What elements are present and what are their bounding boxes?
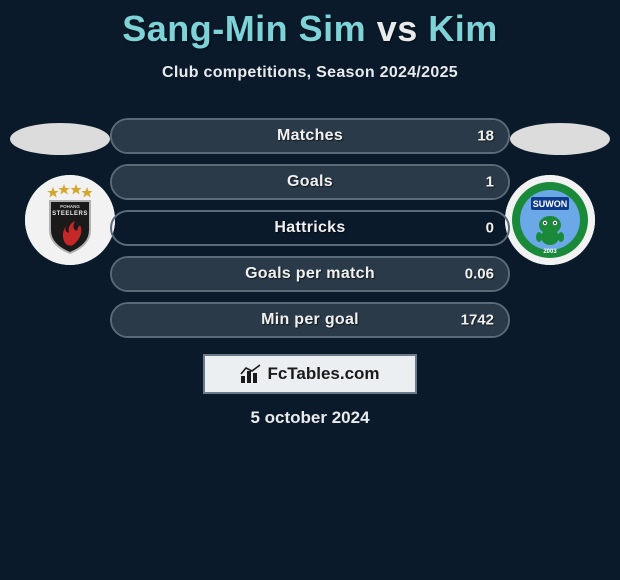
- stat-label: Hattricks: [112, 219, 508, 237]
- stat-label: Goals: [112, 173, 508, 191]
- watermark-text: FcTables.com: [267, 364, 379, 384]
- club-crest-left: POHANG STEELERS: [25, 175, 115, 265]
- page-title: Sang-Min Sim vs Kim: [0, 0, 620, 50]
- stat-value-right: 0.06: [465, 266, 494, 283]
- stat-row: Matches18: [110, 118, 510, 154]
- stat-value-right: 1: [486, 174, 494, 191]
- stats-container: Matches18 Goals1 Hattricks0 Goals per match…: [110, 118, 510, 348]
- player1-photo-placeholder: [10, 123, 110, 155]
- stat-row: Goals per match0.06: [110, 256, 510, 292]
- crest-main-text: STEELERS: [52, 211, 88, 217]
- crest-text: SUWON: [533, 199, 568, 209]
- bars-icon: [240, 364, 262, 384]
- stat-row: Min per goal1742: [110, 302, 510, 338]
- player2-photo-placeholder: [510, 123, 610, 155]
- vs-text: vs: [377, 8, 418, 49]
- stat-label: Matches: [112, 127, 508, 145]
- club-crest-right: SUWON 2003: [505, 175, 595, 265]
- crest-year: 2003: [543, 249, 557, 255]
- stat-value-right: 18: [477, 128, 494, 145]
- stat-value-right: 1742: [461, 312, 494, 329]
- stat-label: Min per goal: [112, 311, 508, 329]
- stat-row: Hattricks0: [110, 210, 510, 246]
- player1-name: Sang-Min Sim: [122, 8, 366, 49]
- crest-top-text: POHANG: [60, 204, 80, 209]
- stat-label: Goals per match: [112, 265, 508, 283]
- player2-name: Kim: [428, 8, 498, 49]
- subtitle: Club competitions, Season 2024/2025: [0, 64, 620, 82]
- stat-value-right: 0: [486, 220, 494, 237]
- stat-row: Goals1: [110, 164, 510, 200]
- watermark: FcTables.com: [203, 354, 417, 394]
- date: 5 october 2024: [0, 408, 620, 428]
